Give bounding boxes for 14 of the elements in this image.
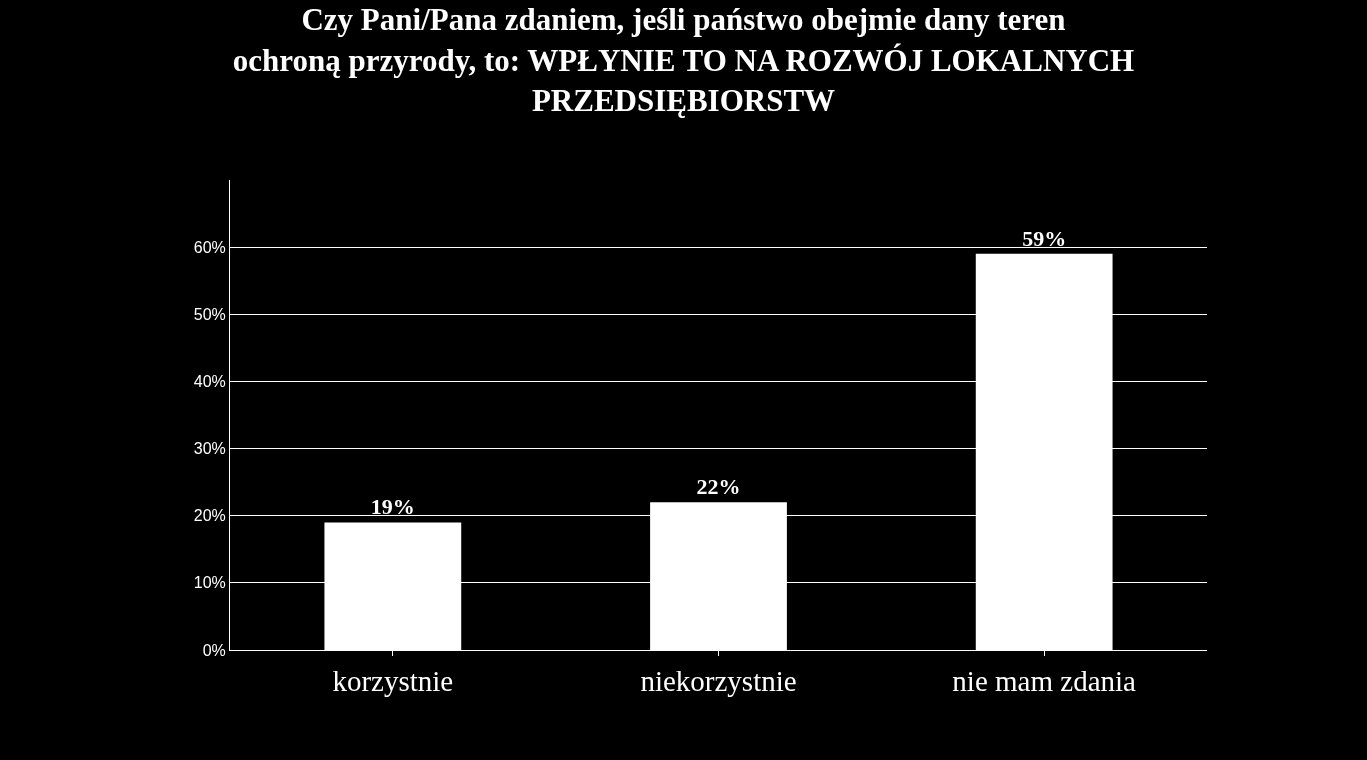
data-label: 22%: [696, 474, 741, 500]
y-tick-label: 40%: [193, 373, 226, 391]
y-tick-label: 0%: [202, 641, 226, 659]
chart-title: Czy Pani/Pana zdaniem, jeśli państwo obejmie dany teren ochroną przyrody, to: WPŁYNIE TO NA ROZWÓJ LOKALNYCH PRZEDSIĘBIORSTW: [232, 2, 1135, 118]
y-tick-label: 60%: [193, 238, 226, 256]
data-label: 19%: [370, 494, 415, 520]
x-tick-label: niekorzystnie: [640, 664, 797, 697]
x-tick-label: nie mam zdania: [952, 664, 1137, 697]
data-label: 59%: [1022, 225, 1067, 251]
y-tick-label: 50%: [193, 305, 226, 323]
y-tick-label: 10%: [193, 574, 226, 592]
y-tick-label: 20%: [193, 507, 226, 525]
x-tick-label: korzystnie: [332, 664, 454, 697]
y-tick-label: 30%: [193, 440, 226, 458]
